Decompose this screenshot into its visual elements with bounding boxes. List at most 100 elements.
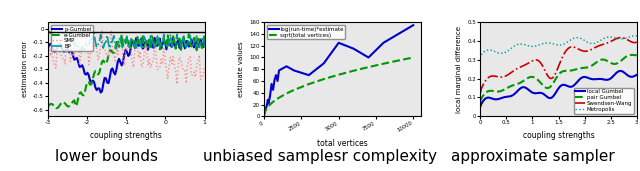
log(run-time)*estimate [272,74,280,76]
sqrt(total vertices) [266,103,274,106]
BP [134,37,141,39]
Line: sqrt(total vertices): sqrt(total vertices) [264,57,413,116]
p-Gumbel [77,65,84,68]
Metropolis [538,43,546,45]
p-Gumbel [44,47,52,49]
local Gumbel [584,77,592,79]
sqrt(total vertices) [274,98,282,100]
log(run-time)*estimate [335,42,342,44]
pair Gumbel [528,76,536,78]
sqrt(total vertices) [264,106,271,108]
log(run-time)*estimate [320,62,328,64]
Line: SMP: SMP [48,30,205,84]
sqrt(total vertices) [263,107,271,109]
SMP [169,56,177,58]
sqrt(total vertices) [290,89,298,91]
sqrt(total vertices) [283,93,291,95]
Text: lower bounds: lower bounds [55,149,158,164]
p-Gumbel [86,80,94,82]
pair Gumbel [476,100,484,102]
Line: log(run-time)*estimate: log(run-time)*estimate [264,25,413,113]
e-Gumbel [201,35,209,37]
log(run-time)*estimate [264,99,271,101]
Metropolis [564,40,572,42]
e-Gumbel [78,94,86,96]
log(run-time)*estimate [349,48,357,50]
sqrt(total vertices) [269,101,277,103]
sqrt(total vertices) [394,60,402,62]
Line: pair Gumbel: pair Gumbel [480,55,637,101]
BP [170,45,178,47]
pair Gumbel [584,66,592,68]
SMP [132,46,140,48]
log(run-time)*estimate [263,103,271,106]
BP [155,40,163,42]
Text: approximate sampler: approximate sampler [451,149,615,164]
Metropolis [528,45,536,47]
e-Gumbel [198,47,206,49]
Swendsen-Wang [538,64,546,66]
log(run-time)*estimate [265,102,273,104]
e-Gumbel [53,107,61,109]
e-Gumbel [44,106,52,108]
log(run-time)*estimate [394,33,402,35]
Text: unbiased samplesr complexity: unbiased samplesr complexity [203,149,437,164]
e-Gumbel [132,39,140,41]
Legend: log(run-time)*estimate, sqrt(total vertices): log(run-time)*estimate, sqrt(total verti… [267,25,346,39]
log(run-time)*estimate [275,69,283,71]
sqrt(total vertices) [260,115,268,117]
p-Gumbel [97,91,104,94]
pair Gumbel [538,84,546,86]
local Gumbel [558,84,566,86]
log(run-time)*estimate [365,56,372,58]
Y-axis label: local marginal difference: local marginal difference [456,26,461,113]
log(run-time)*estimate [260,112,268,114]
sqrt(total vertices) [271,100,278,102]
BP [201,47,209,49]
sqrt(total vertices) [265,105,273,107]
pair Gumbel [628,54,636,56]
sqrt(total vertices) [262,108,270,110]
Swendsen-Wang [584,50,592,52]
log(run-time)*estimate [262,108,269,110]
log(run-time)*estimate [410,24,417,26]
Line: BP: BP [48,32,205,50]
Swendsen-Wang [476,93,484,95]
SMP [86,54,94,56]
Line: p-Gumbel: p-Gumbel [48,38,205,93]
Legend: local Gumbel, pair Gumbel, Swendsen-Wang, Metropolis: local Gumbel, pair Gumbel, Swendsen-Wang… [573,88,634,114]
Swendsen-Wang [617,37,625,39]
log(run-time)*estimate [380,42,387,44]
SMP [44,52,52,54]
Y-axis label: estimate values: estimate values [238,41,244,97]
e-Gumbel [169,35,177,37]
pair Gumbel [558,70,566,73]
p-Gumbel [132,37,140,39]
p-Gumbel [198,43,206,45]
sqrt(total vertices) [380,63,387,65]
Y-axis label: estimation error: estimation error [22,41,28,97]
BP [89,38,97,40]
e-Gumbel [88,83,95,85]
BP [76,49,83,51]
sqrt(total vertices) [410,56,417,58]
local Gumbel [476,106,484,108]
p-Gumbel [151,37,159,39]
BP [80,49,88,51]
BP [45,31,53,33]
SMP [198,77,206,79]
sqrt(total vertices) [268,102,275,104]
Line: e-Gumbel: e-Gumbel [48,34,205,108]
Swendsen-Wang [564,47,572,49]
log(run-time)*estimate [268,83,275,85]
Metropolis [584,42,592,44]
SMP [154,68,161,70]
Swendsen-Wang [633,41,640,43]
sqrt(total vertices) [275,97,283,99]
X-axis label: coupling strengths: coupling strengths [90,131,162,140]
BP [44,32,52,34]
local Gumbel [564,86,572,88]
sqrt(total vertices) [272,99,280,101]
Metropolis [558,44,566,46]
SMP [173,83,181,85]
